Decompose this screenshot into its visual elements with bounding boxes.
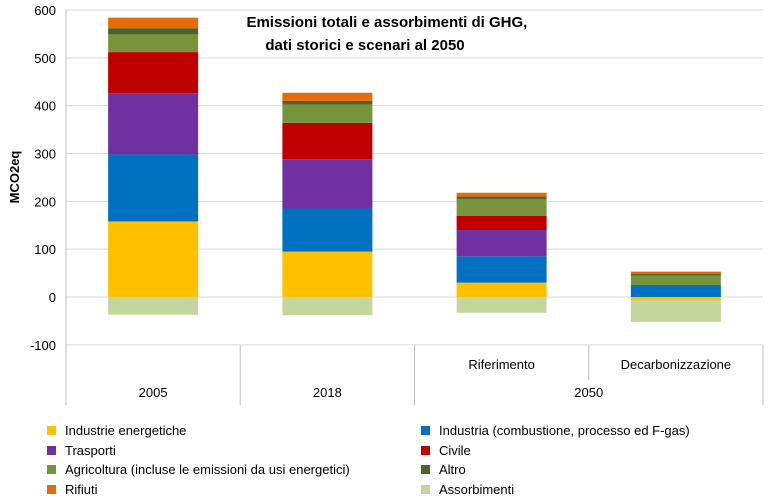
y-tick-label: 200: [34, 194, 56, 209]
y-tick-label: 0: [49, 290, 56, 305]
bar-segment: [282, 159, 373, 209]
bar-segment: [630, 271, 721, 275]
bar-segment: [108, 93, 199, 155]
bar-segment: [630, 297, 721, 301]
y-tick-label: 500: [34, 51, 56, 66]
bar-segment: [630, 274, 721, 276]
bar-segment: [630, 300, 721, 322]
bar-segment: [630, 275, 721, 286]
bars: [108, 17, 721, 322]
y-tick-label: 400: [34, 99, 56, 114]
bar-segment: [456, 192, 547, 197]
x-tick-label: 2005: [139, 385, 168, 400]
bar-segment: [108, 28, 199, 35]
bar-segment: [282, 251, 373, 297]
bar-segment: [108, 297, 199, 315]
bar-segment: [282, 208, 373, 252]
axes: 600 500 400 300 200 100 0 -100 2005 2018 Riferimen…: [30, 3, 764, 405]
chart-title-line-2: dati storici e scenari al 2050: [265, 37, 464, 54]
bar-segment: [456, 297, 547, 313]
bar-segment: [456, 282, 547, 297]
bar-segment: [456, 230, 547, 257]
x-tick-label: 2018: [313, 385, 342, 400]
bar-segment: [282, 122, 373, 160]
chart-title: Emissioni totali e assorbimenti di GHG, …: [246, 14, 531, 54]
bar-segment: [282, 297, 373, 316]
y-tick-label: 600: [34, 3, 56, 18]
bar-segment: [108, 17, 199, 29]
bar-segment: [108, 221, 199, 297]
chart-title-line-1: Emissioni totali e assorbimenti di GHG,: [246, 14, 527, 31]
y-tick-label: 300: [34, 147, 56, 162]
y-tick-label: 100: [34, 242, 56, 257]
x-tick-label: Riferimento: [468, 357, 534, 372]
bar-segment: [282, 100, 373, 105]
x-group-label: 2050: [574, 385, 603, 400]
bar-segment: [456, 256, 547, 283]
bar-segment: [456, 196, 547, 199]
bar-segment: [108, 34, 199, 53]
x-tick-label: Decarbonizzazione: [621, 357, 732, 372]
bar-segment: [630, 285, 721, 297]
y-axis-label: MCO2eq: [7, 151, 22, 204]
y-tick-label: -100: [30, 338, 56, 353]
bar-segment: [282, 92, 373, 101]
bar-segment: [456, 215, 547, 231]
bar-segment: [108, 52, 199, 94]
bar-segment: [108, 154, 199, 222]
bar-segment: [282, 104, 373, 123]
bar-segment: [456, 198, 547, 216]
